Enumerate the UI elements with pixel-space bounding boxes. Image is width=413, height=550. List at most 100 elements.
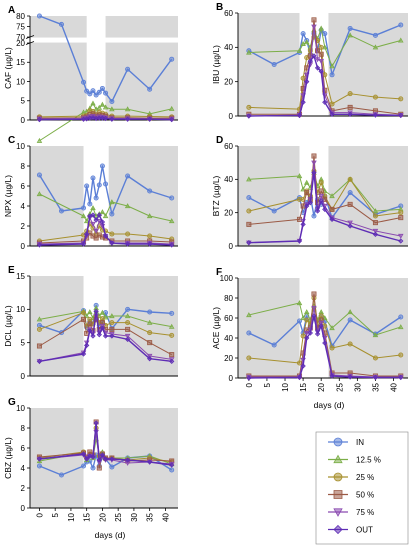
- y-tick-label: 20: [224, 208, 233, 217]
- data-point-out: [296, 112, 303, 119]
- y-tick-label: 5: [21, 97, 26, 106]
- data-point-out: [372, 112, 379, 118]
- data-point-in: [125, 173, 131, 179]
- panel-letter: E: [8, 265, 15, 276]
- data-point-out: [329, 216, 335, 222]
- data-point-in: [169, 467, 175, 473]
- y-tick-label: 60: [224, 314, 233, 323]
- data-point-in: [109, 99, 115, 105]
- data-point-in: [84, 88, 90, 94]
- data-point-in: [87, 201, 93, 207]
- data-point-p125: [36, 191, 43, 197]
- data-point-in: [398, 314, 404, 320]
- y-tick-label: 0: [229, 374, 234, 383]
- y-tick-label: 40: [224, 334, 233, 343]
- y-tick-label: 15: [16, 272, 25, 281]
- data-point-p125: [168, 218, 175, 224]
- y-tick-label: 0: [21, 504, 26, 513]
- data-point-out: [36, 116, 43, 123]
- data-point-p50: [311, 153, 317, 159]
- data-point-out: [304, 203, 310, 209]
- data-point-in: [36, 172, 42, 178]
- data-point-p75: [397, 233, 404, 239]
- data-point-out: [322, 340, 328, 346]
- panel-letter: C: [8, 135, 15, 146]
- data-point-p125: [303, 179, 310, 185]
- data-point-p25: [347, 91, 353, 97]
- data-point-out: [169, 358, 175, 364]
- data-point-in: [36, 463, 42, 469]
- data-point-in: [169, 310, 175, 316]
- x-tick-label: 15: [299, 382, 308, 391]
- data-point-p125: [109, 199, 115, 205]
- y-tick-label: 40: [224, 43, 233, 52]
- data-point-out: [311, 53, 317, 59]
- data-point-p125: [168, 323, 175, 329]
- shaded-region: [328, 13, 408, 116]
- data-point-p50: [147, 340, 153, 346]
- x-tick-label: 30: [130, 512, 139, 521]
- data-point-in: [169, 56, 175, 62]
- y-tick-label: 20: [16, 39, 25, 48]
- data-point-out: [169, 462, 175, 468]
- data-point-p50: [81, 316, 87, 322]
- data-point-p75: [318, 58, 324, 64]
- data-point-out: [318, 198, 324, 204]
- data-point-p125: [90, 205, 96, 211]
- y-tick-label: 80: [224, 294, 233, 303]
- data-point-p50: [109, 326, 115, 332]
- y-axis-label: IBU (µg/L): [211, 45, 221, 84]
- data-point-p50: [87, 321, 93, 327]
- data-point-out: [347, 223, 353, 229]
- legend-label-out: OUT: [356, 526, 373, 535]
- y-tick-label: 0: [229, 242, 234, 251]
- data-point-p50: [36, 343, 42, 349]
- data-point-out: [146, 459, 153, 465]
- x-axis-label: days (d): [95, 530, 126, 540]
- data-point-out: [109, 240, 115, 246]
- x-tick-label: 10: [281, 382, 290, 391]
- data-point-p25: [300, 333, 306, 339]
- data-point-p25: [318, 313, 324, 319]
- data-point-out: [102, 115, 109, 122]
- data-point-out: [99, 325, 106, 331]
- data-point-in: [87, 91, 93, 97]
- data-point-p125: [296, 173, 303, 179]
- data-point-p125: [329, 325, 335, 331]
- x-tick-label: 10: [67, 512, 76, 521]
- y-tick-label: 6: [21, 444, 26, 453]
- data-point-p50: [296, 216, 302, 222]
- data-point-p125: [296, 300, 303, 306]
- data-point-p25: [246, 355, 252, 361]
- data-point-out: [102, 333, 109, 339]
- data-point-p25: [304, 317, 310, 323]
- axis-break-gap: [26, 37, 182, 43]
- x-tick-label: 5: [263, 382, 272, 387]
- y-tick-label: 0: [229, 112, 234, 121]
- y-tick-label: 0: [21, 242, 26, 251]
- data-point-out: [87, 328, 93, 334]
- data-point-p50: [311, 17, 317, 23]
- data-point-out: [96, 457, 102, 463]
- data-point-out: [124, 336, 131, 342]
- data-point-out: [84, 231, 90, 237]
- data-point-out: [314, 65, 321, 71]
- legend-marker-p50: [333, 490, 343, 499]
- data-point-p25: [36, 326, 42, 332]
- y-tick-label: 5: [21, 338, 26, 347]
- data-point-out: [90, 333, 96, 339]
- data-point-in: [99, 163, 105, 169]
- data-point-out: [398, 374, 404, 381]
- data-point-p75: [311, 160, 317, 166]
- panel-b: 0 20 40 60 IBU (µg/L) B: [211, 2, 408, 121]
- data-point-p25: [99, 316, 105, 322]
- data-point-p25: [347, 341, 353, 347]
- data-point-in: [84, 183, 90, 189]
- shaded-region: [30, 16, 87, 120]
- data-point-p50: [311, 291, 317, 297]
- data-point-p125: [246, 176, 252, 182]
- data-point-out: [169, 116, 175, 123]
- x-tick-label: 30: [353, 382, 362, 391]
